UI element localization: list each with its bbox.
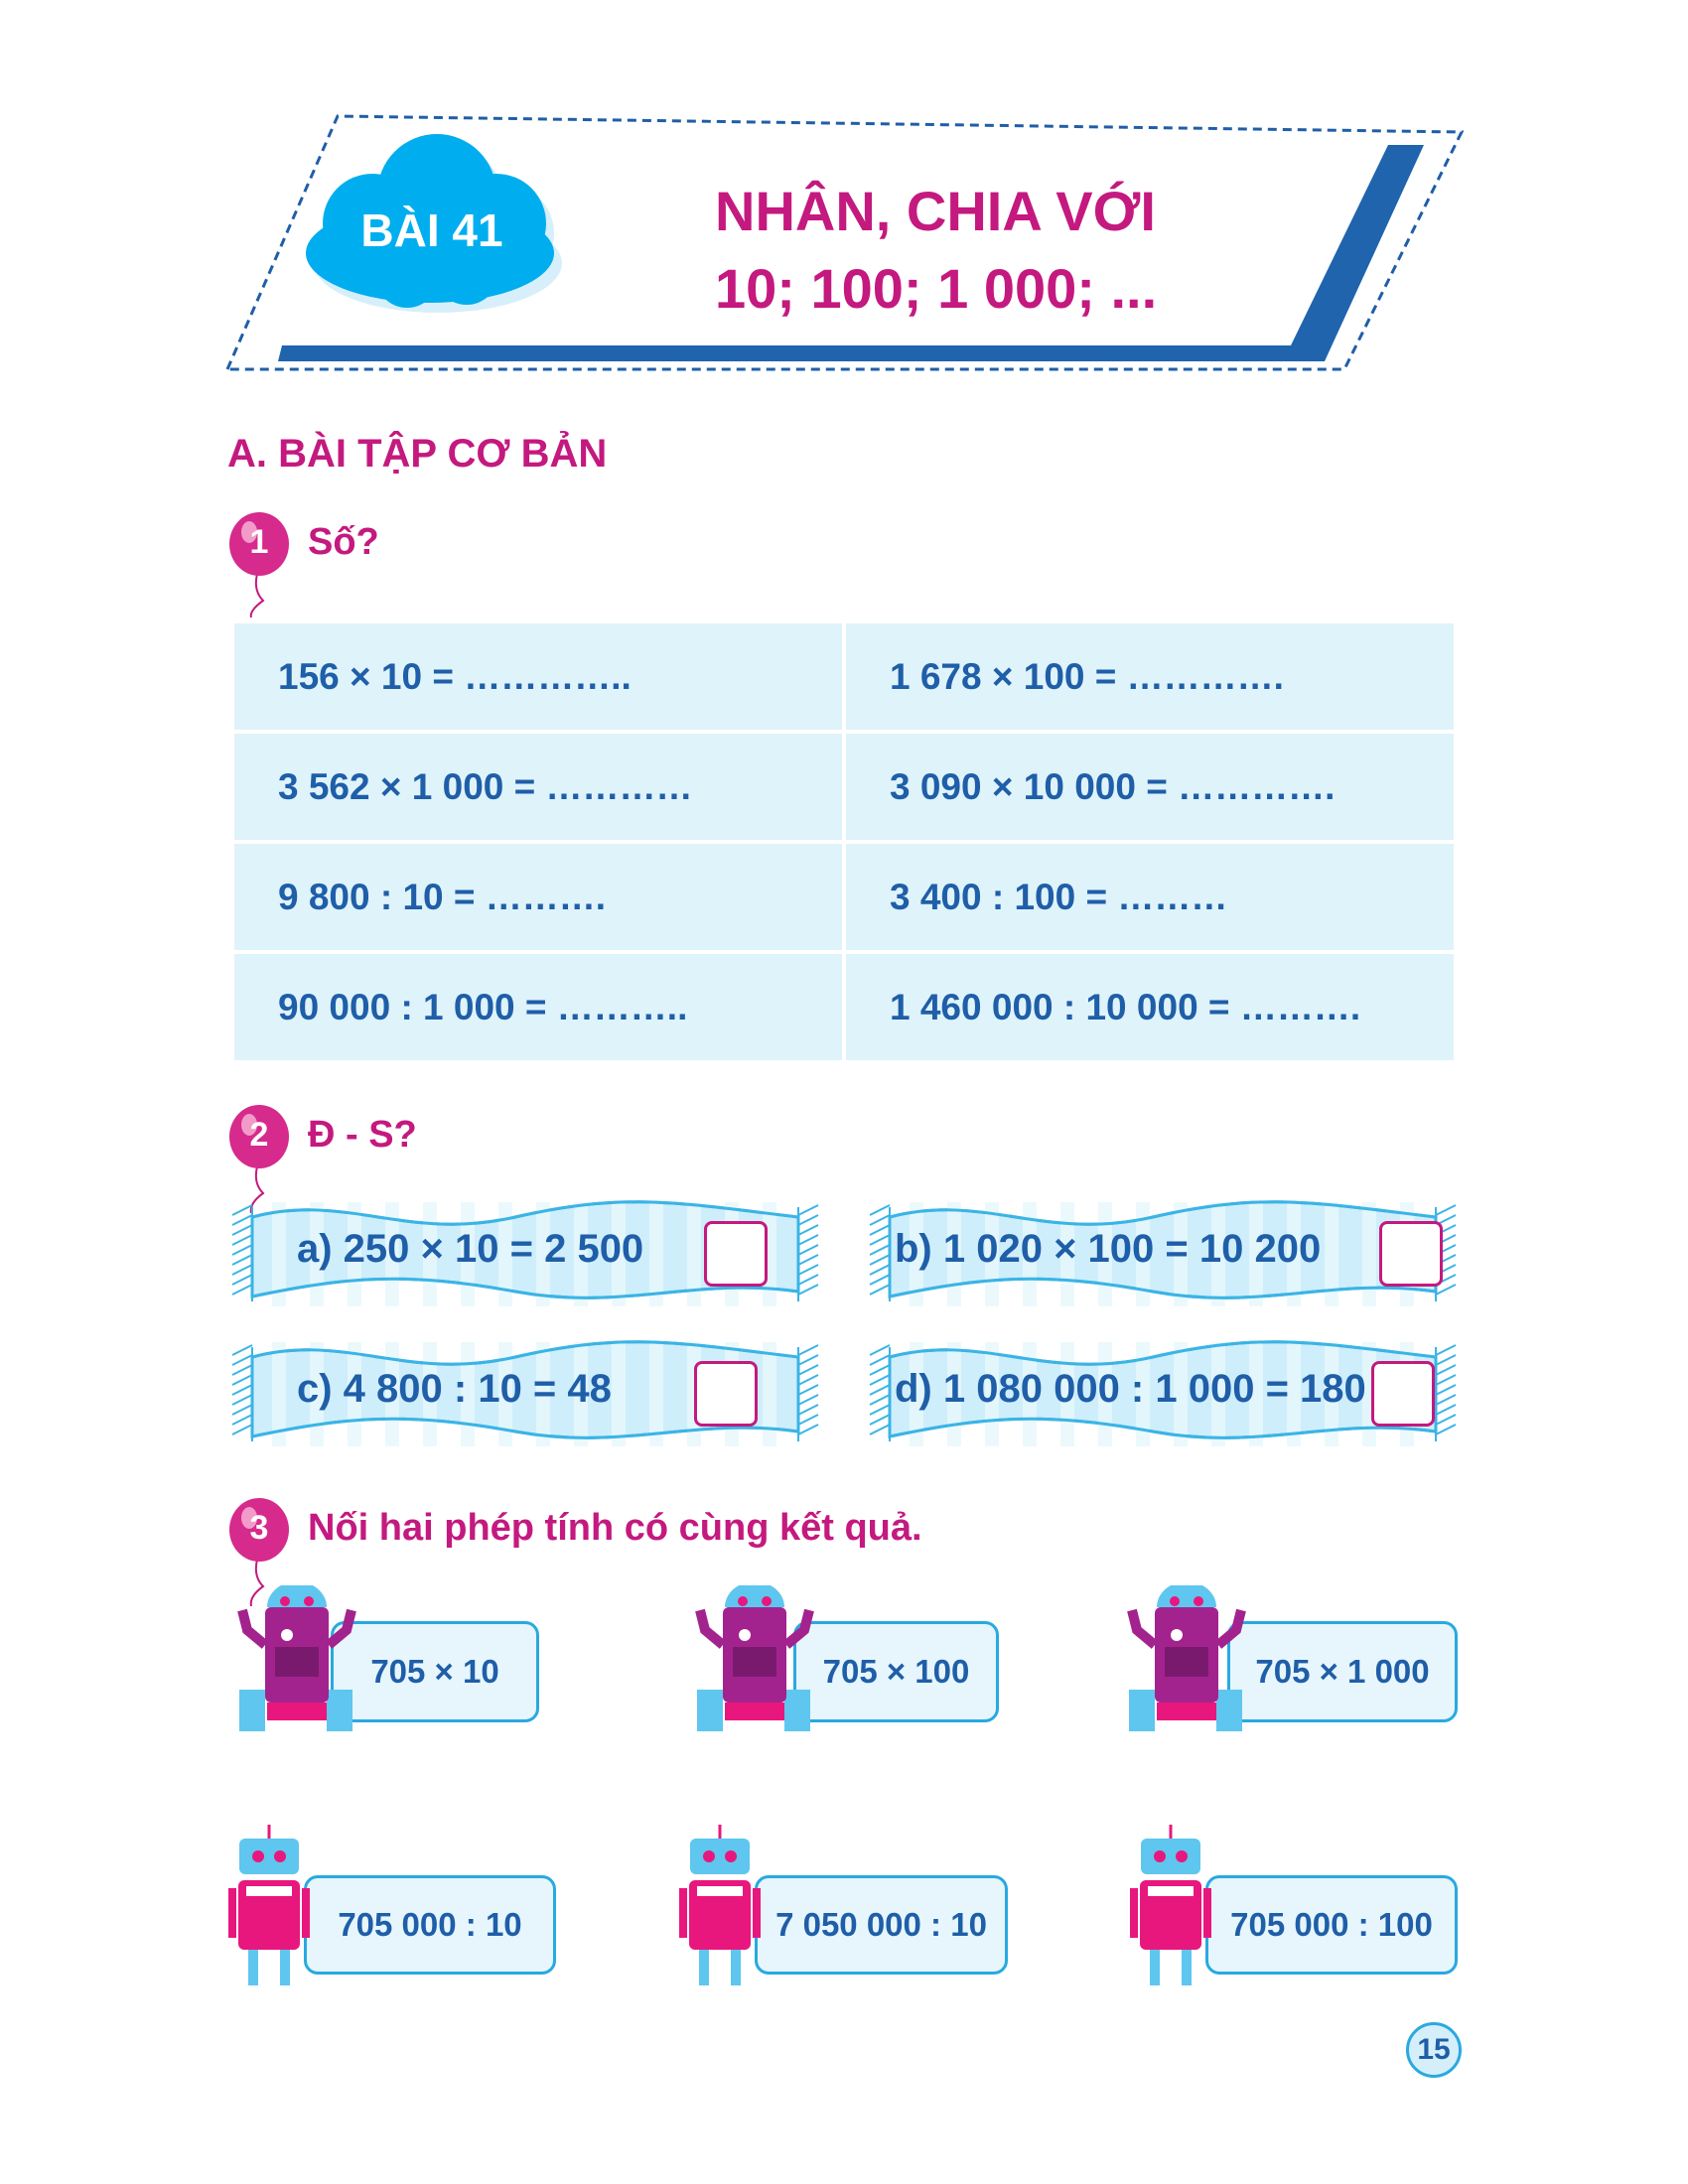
exercise-number: 3 <box>249 1509 269 1547</box>
robot-icon <box>677 1825 767 1998</box>
lesson-banner <box>224 114 1465 371</box>
answer-box[interactable] <box>1371 1361 1435 1427</box>
section-title: A. BÀI TẬP CƠ BẢN <box>227 432 608 476</box>
match-card-top[interactable]: 705 × 1 000 <box>1227 1621 1458 1722</box>
true-false-item-b: b) 1 020 × 100 = 10 200 <box>865 1197 1461 1308</box>
exercise-prompt: Nối hai phép tính có cùng kết quả. <box>308 1507 922 1549</box>
table-cell: 3 090 × 10 000 = …………. <box>842 730 1458 844</box>
equation: d) 1 080 000 : 1 000 = 180 <box>895 1367 1366 1411</box>
match-card-bottom[interactable]: 705 000 : 10 <box>304 1875 556 1975</box>
match-card-bottom[interactable]: 7 050 000 : 10 <box>755 1875 1008 1975</box>
answer-box[interactable] <box>1379 1221 1443 1287</box>
exercise-number: 2 <box>249 1116 269 1154</box>
answer-box[interactable] <box>704 1221 768 1287</box>
equation: a) 250 × 10 = 2 500 <box>297 1227 644 1271</box>
exercise-number: 1 <box>249 523 269 561</box>
robot-icon <box>1117 1581 1256 1739</box>
equation: c) 4 800 : 10 = 48 <box>297 1367 612 1411</box>
exercise-prompt: Số? <box>308 521 379 563</box>
answer-box[interactable] <box>694 1361 758 1427</box>
ribbon-background <box>869 1340 1457 1446</box>
robot-icon <box>1128 1825 1217 1998</box>
table-row: 3 562 × 1 000 = ………… 3 090 × 10 000 = ………… <box>230 730 1458 844</box>
exercise-prompt: Đ - S? <box>308 1114 417 1156</box>
lesson-title-line2: 10; 100; 1 000; ... <box>715 257 1158 320</box>
cloud-icon <box>306 134 562 313</box>
robot-icon <box>685 1581 824 1739</box>
match-card-bottom[interactable]: 705 000 : 100 <box>1205 1875 1458 1975</box>
table-cell: 9 800 : 10 = ………. <box>230 840 846 954</box>
lesson-number: BÀI 41 <box>360 205 503 256</box>
balloon-icon <box>229 512 289 618</box>
true-false-item-c: c) 4 800 : 10 = 48 <box>227 1337 823 1448</box>
exercise1-table: 156 × 10 = ………….. 1 678 × 100 = …………. 3 5… <box>230 619 1458 1064</box>
balloon-icon <box>229 1498 289 1606</box>
match-card-top[interactable]: 705 × 10 <box>331 1621 539 1722</box>
equation: b) 1 020 × 100 = 10 200 <box>895 1227 1322 1271</box>
table-cell: 1 460 000 : 10 000 = ………. <box>842 950 1458 1064</box>
lesson-title-line1: NHÂN, CHIA VỚI <box>715 180 1156 242</box>
table-row: 9 800 : 10 = ………. 3 400 : 100 = ……… <box>230 840 1458 954</box>
page-number: 15 <box>1406 2022 1462 2078</box>
match-card-top[interactable]: 705 × 100 <box>793 1621 999 1722</box>
robot-icon <box>226 1825 316 1998</box>
true-false-item-a: a) 250 × 10 = 2 500 <box>227 1197 823 1308</box>
table-cell: 156 × 10 = ………….. <box>230 619 846 734</box>
robot-icon <box>227 1581 366 1739</box>
table-cell: 3 562 × 1 000 = ………… <box>230 730 846 844</box>
true-false-item-d: d) 1 080 000 : 1 000 = 180 <box>865 1337 1461 1448</box>
table-row: 90 000 : 1 000 = ……….. 1 460 000 : 10 000… <box>230 950 1458 1064</box>
table-cell: 3 400 : 100 = ……… <box>842 840 1458 954</box>
table-cell: 90 000 : 1 000 = ……….. <box>230 950 846 1064</box>
table-cell: 1 678 × 100 = …………. <box>842 619 1458 734</box>
table-row: 156 × 10 = ………….. 1 678 × 100 = …………. <box>230 619 1458 734</box>
